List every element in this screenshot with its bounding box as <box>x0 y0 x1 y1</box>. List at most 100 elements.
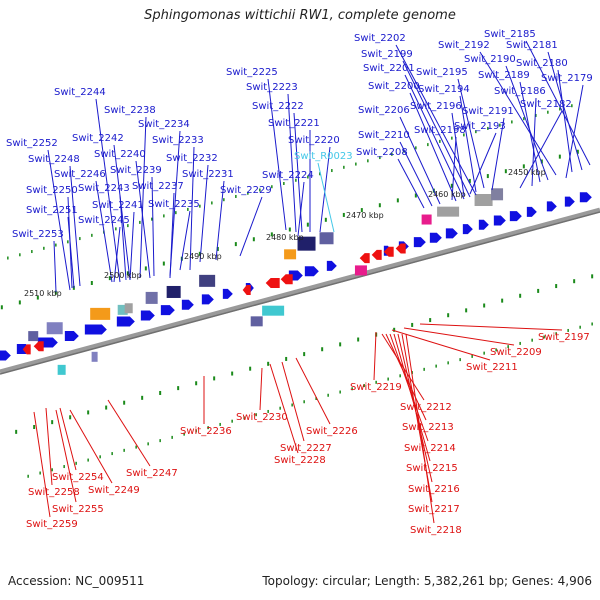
forward-cds-arrow <box>304 266 319 277</box>
forward-cds-arrow <box>564 196 575 207</box>
gene-label-top: Swit_2201 <box>363 63 415 74</box>
gene-features <box>0 188 592 375</box>
gene-label-bottom: Swit_2214 <box>404 443 456 454</box>
gene-label-bottom: Swit_2255 <box>52 504 104 515</box>
gene-label-top: Swit_2194 <box>418 84 470 95</box>
leader-line-top <box>135 160 151 279</box>
gene-label-top: Swit_2202 <box>354 33 406 44</box>
scale-label: 2460 kbp <box>428 190 466 199</box>
gene-label-bottom: Swit_2259 <box>26 519 78 530</box>
feature-block <box>91 351 98 362</box>
forward-cds-arrow <box>222 288 233 299</box>
gene-label-top: Swit_2241 <box>92 200 144 211</box>
scale-label: 2490 kbp <box>184 252 222 261</box>
gene-label-top: Swit_2185 <box>484 29 536 40</box>
leader-line-top <box>397 158 425 209</box>
feature-block <box>124 303 133 314</box>
leader-line-top <box>95 180 113 283</box>
leader-line-top <box>169 192 175 279</box>
leader-line-top <box>519 81 541 183</box>
feature-block <box>28 331 39 342</box>
leader-line-bottom <box>391 329 491 361</box>
gene-label-bottom: Swit_2227 <box>280 443 332 454</box>
feature-block <box>319 232 334 245</box>
gene-label-top: Swit_2182 <box>520 99 572 110</box>
leader-line-top <box>139 116 147 279</box>
gene-label-top: Swit_2233 <box>152 135 204 146</box>
leader-line-bottom <box>295 357 331 425</box>
forward-cds-arrow <box>579 192 592 203</box>
gene-label-bottom: Swit_2218 <box>410 525 462 536</box>
leader-line-top <box>395 44 477 196</box>
leader-line-top <box>297 181 305 237</box>
gene-label-top: Swit_2179 <box>541 73 593 84</box>
gene-label-bottom: Swit_2213 <box>402 422 454 433</box>
forward-cds-arrow <box>478 219 489 230</box>
leader-line-top <box>547 51 583 171</box>
leader-line-bottom <box>281 361 305 442</box>
title: Sphingomonas wittichii RW1, complete gen… <box>144 8 456 23</box>
gene-label-bottom: Swit_2258 <box>28 487 80 498</box>
forward-cds-arrow <box>181 299 194 310</box>
leader-line-top <box>402 60 471 198</box>
leader-line-top <box>469 132 497 195</box>
leader-line-top <box>457 78 485 189</box>
reverse-cds-arrow <box>280 274 293 285</box>
gene-label-top: Swit_2231 <box>182 169 234 180</box>
gene-label-top: Swit_2191 <box>462 106 514 117</box>
leader-line-top <box>525 40 591 166</box>
gene-label-bottom: Swit_2211 <box>466 362 518 373</box>
forward-cds-arrow <box>493 215 506 226</box>
leader-line-top <box>519 110 563 189</box>
reverse-cds-arrow <box>383 246 394 257</box>
leader-line-top <box>129 211 135 281</box>
gene-label-top: Swit_R0023 <box>294 151 353 162</box>
gene-label-top: Swit_2239 <box>110 165 162 176</box>
leader-line-bottom <box>419 323 563 331</box>
leader-line-top <box>565 84 584 179</box>
reverse-cds-arrow <box>265 278 280 289</box>
genome-backbone-shadow <box>0 211 600 375</box>
feature-block <box>284 249 297 260</box>
feature-block <box>117 304 128 315</box>
leader-line-bottom <box>55 409 77 503</box>
scale-labels: 2450 kbp 2460 kbp 2470 kbp 2480 kbp 2490 kbp… <box>24 168 546 298</box>
gene-label-bottom: Swit_2254 <box>52 472 104 483</box>
gene-label-bottom: Swit_2197 <box>538 332 590 343</box>
gene-label-top: Swit_2223 <box>246 82 298 93</box>
gene-label-top: Swit_2248 <box>28 154 80 165</box>
gene-label-top: Swit_2199 <box>361 49 413 60</box>
leader-line-bottom <box>405 333 435 524</box>
leader-line-top <box>459 95 477 193</box>
forward-cds-arrow <box>526 206 537 217</box>
feature-block <box>262 305 285 316</box>
gene-label-bottom: Swit_2216 <box>408 484 460 495</box>
leader-line-bottom <box>33 411 51 518</box>
leader-line-top <box>531 97 537 187</box>
feature-block <box>474 194 493 207</box>
gene-label-top: Swit_2206 <box>358 105 410 116</box>
feature-block <box>250 316 263 327</box>
genome-backbone <box>0 207 600 375</box>
tick-marks <box>0 104 594 478</box>
reverse-cds-arrow <box>22 344 31 355</box>
gene-label-bottom: Swit_2226 <box>306 426 358 437</box>
gene-label-top: Swit_2243 <box>78 183 130 194</box>
leader-line-bottom <box>403 327 515 346</box>
feature-block <box>145 291 158 304</box>
leader-line-bottom <box>393 333 431 462</box>
genome-summary-text: Topology: circular; Length: 5,382,261 bp… <box>262 574 592 588</box>
gene-label-top: Swit_2238 <box>104 105 156 116</box>
leader-line-top <box>113 144 131 281</box>
gene-label-top: Swit_2208 <box>356 147 408 158</box>
leader-line-top <box>287 93 297 233</box>
label-leader-lines <box>33 40 591 524</box>
reverse-cds-arrow <box>395 243 406 254</box>
leader-line-top <box>479 51 557 176</box>
forward-cds-arrow <box>413 237 426 248</box>
feature-block <box>437 206 460 217</box>
gene-label-bottom: Swit_2212 <box>400 402 452 413</box>
feature-block <box>354 265 367 276</box>
gene-label-bottom: Swit_2209 <box>490 347 542 358</box>
gene-label-top: Swit_2190 <box>464 54 516 65</box>
